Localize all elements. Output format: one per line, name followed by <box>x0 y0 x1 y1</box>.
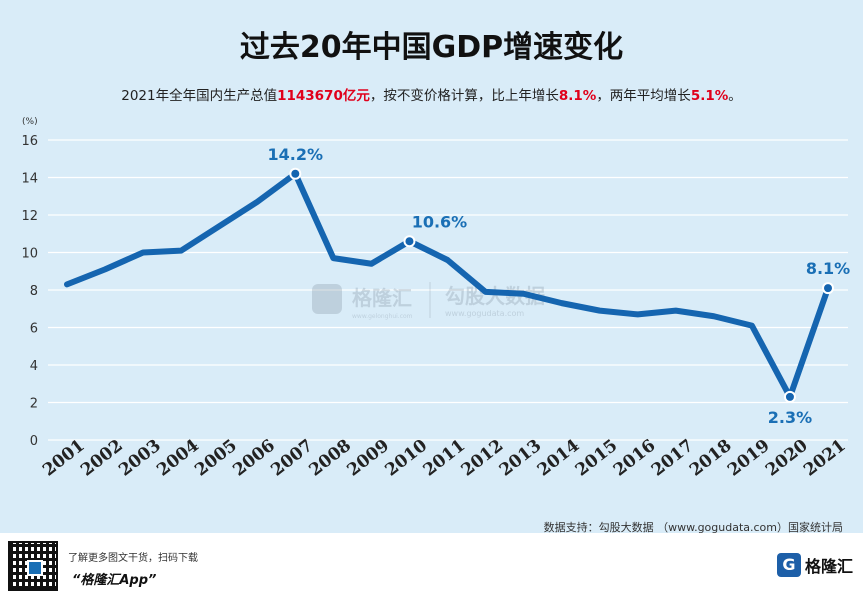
watermark-brand: 格隆汇 <box>352 286 412 310</box>
axis-layer: (%) 0 2 4 6 8 10 12 14 16 200120022003200420052006… <box>21 117 849 481</box>
footer-app-name: “格隆汇App” <box>72 573 157 588</box>
x-tick-label: 2001 <box>39 436 89 481</box>
y-tick-label: 4 <box>30 359 38 374</box>
data-source: 数据支持：勾股大数据 （www.gogudata.com）国家统计局 <box>543 521 843 534</box>
subtitle-part3: ，两年平均增长 <box>596 88 691 104</box>
subtitle-gdp-value: 1143670亿元 <box>277 88 370 104</box>
x-tick-label: 2020 <box>762 436 812 481</box>
x-tick-label: 2013 <box>496 436 546 481</box>
watermark-logo-icon <box>312 284 342 314</box>
x-tick-label: 2007 <box>267 436 317 481</box>
x-tick-label: 2015 <box>572 436 622 481</box>
y-tick-label: 16 <box>21 134 38 149</box>
chart-subtitle: 2021年全年国内生产总值1143670亿元，按不变价格计算，比上年增长8.1%… <box>0 84 863 104</box>
y-unit-label: (%) <box>22 117 38 127</box>
x-tick-label: 2012 <box>458 436 508 481</box>
subtitle-growth-value: 8.1% <box>558 88 597 104</box>
x-tick-label: 2019 <box>724 436 774 481</box>
x-tick-label: 2010 <box>382 436 432 481</box>
x-tick-label: 2009 <box>344 436 394 481</box>
y-tick-label: 12 <box>21 209 38 224</box>
subtitle-part1: 2021年全年国内生产总值 <box>121 88 278 104</box>
gdp-line-chart: 格隆汇 www.gelonghui.com 勾股大数据 www.gogudata… <box>21 117 851 481</box>
chart-title: 过去20年中国GDP增速变化 <box>239 30 624 65</box>
y-tick-label: 6 <box>30 322 38 337</box>
x-tick-label: 2002 <box>77 436 127 481</box>
footer-download-hint: 了解更多图文干货，扫码下载 <box>68 553 198 564</box>
series-layer <box>64 167 834 403</box>
data-label: 2.3% <box>768 408 812 427</box>
data-point-marker <box>822 282 834 295</box>
data-label: 10.6% <box>412 212 468 231</box>
x-tick-label: 2003 <box>115 436 165 481</box>
x-tick-label: 2005 <box>191 436 241 481</box>
subtitle-part2: ，按不变价格计算，比上年增长 <box>369 88 559 104</box>
data-label: 8.1% <box>806 259 850 278</box>
y-tick-label: 14 <box>21 172 38 187</box>
watermark-layer: 格隆汇 www.gelonghui.com 勾股大数据 www.gogudata… <box>312 282 545 320</box>
subtitle-part4: 。 <box>728 88 742 104</box>
x-tick-label: 2014 <box>534 436 584 481</box>
y-tick-label: 0 <box>30 434 38 449</box>
footer-brand-name: 格隆汇 <box>804 557 853 576</box>
data-label: 14.2% <box>268 145 324 164</box>
y-tick-label: 10 <box>21 247 38 262</box>
grid-layer <box>48 139 848 441</box>
brand-logo-icon: G <box>776 553 801 577</box>
data-point-marker <box>783 390 796 403</box>
y-tick-label: 8 <box>30 284 38 299</box>
x-tick-label: 2016 <box>610 436 660 481</box>
footer-brand-logo: G 格隆汇 <box>776 551 853 579</box>
data-point-marker <box>403 235 416 248</box>
x-tick-label: 2006 <box>229 436 279 481</box>
watermark-brand2-url: www.gogudata.com <box>445 309 524 318</box>
x-tick-label: 2011 <box>420 436 470 481</box>
qr-code-icon[interactable] <box>8 541 58 591</box>
data-point-marker <box>289 167 302 180</box>
x-tick-label: 2008 <box>305 436 355 481</box>
x-tick-label: 2018 <box>686 436 736 481</box>
y-tick-label: 2 <box>30 397 38 412</box>
gdp-growth-line <box>64 170 831 400</box>
x-tick-label: 2004 <box>153 436 203 481</box>
watermark-brand-url: www.gelonghui.com <box>352 313 413 320</box>
subtitle-avg-value: 5.1% <box>690 88 729 104</box>
label-layer: 14.2% 10.6% 2.3% 8.1% <box>268 145 851 427</box>
x-tick-label: 2017 <box>648 436 698 481</box>
x-tick-label: 2021 <box>800 436 850 481</box>
footer-bar: 了解更多图文干货，扫码下载 “格隆汇App” G 格隆汇 <box>0 533 863 598</box>
